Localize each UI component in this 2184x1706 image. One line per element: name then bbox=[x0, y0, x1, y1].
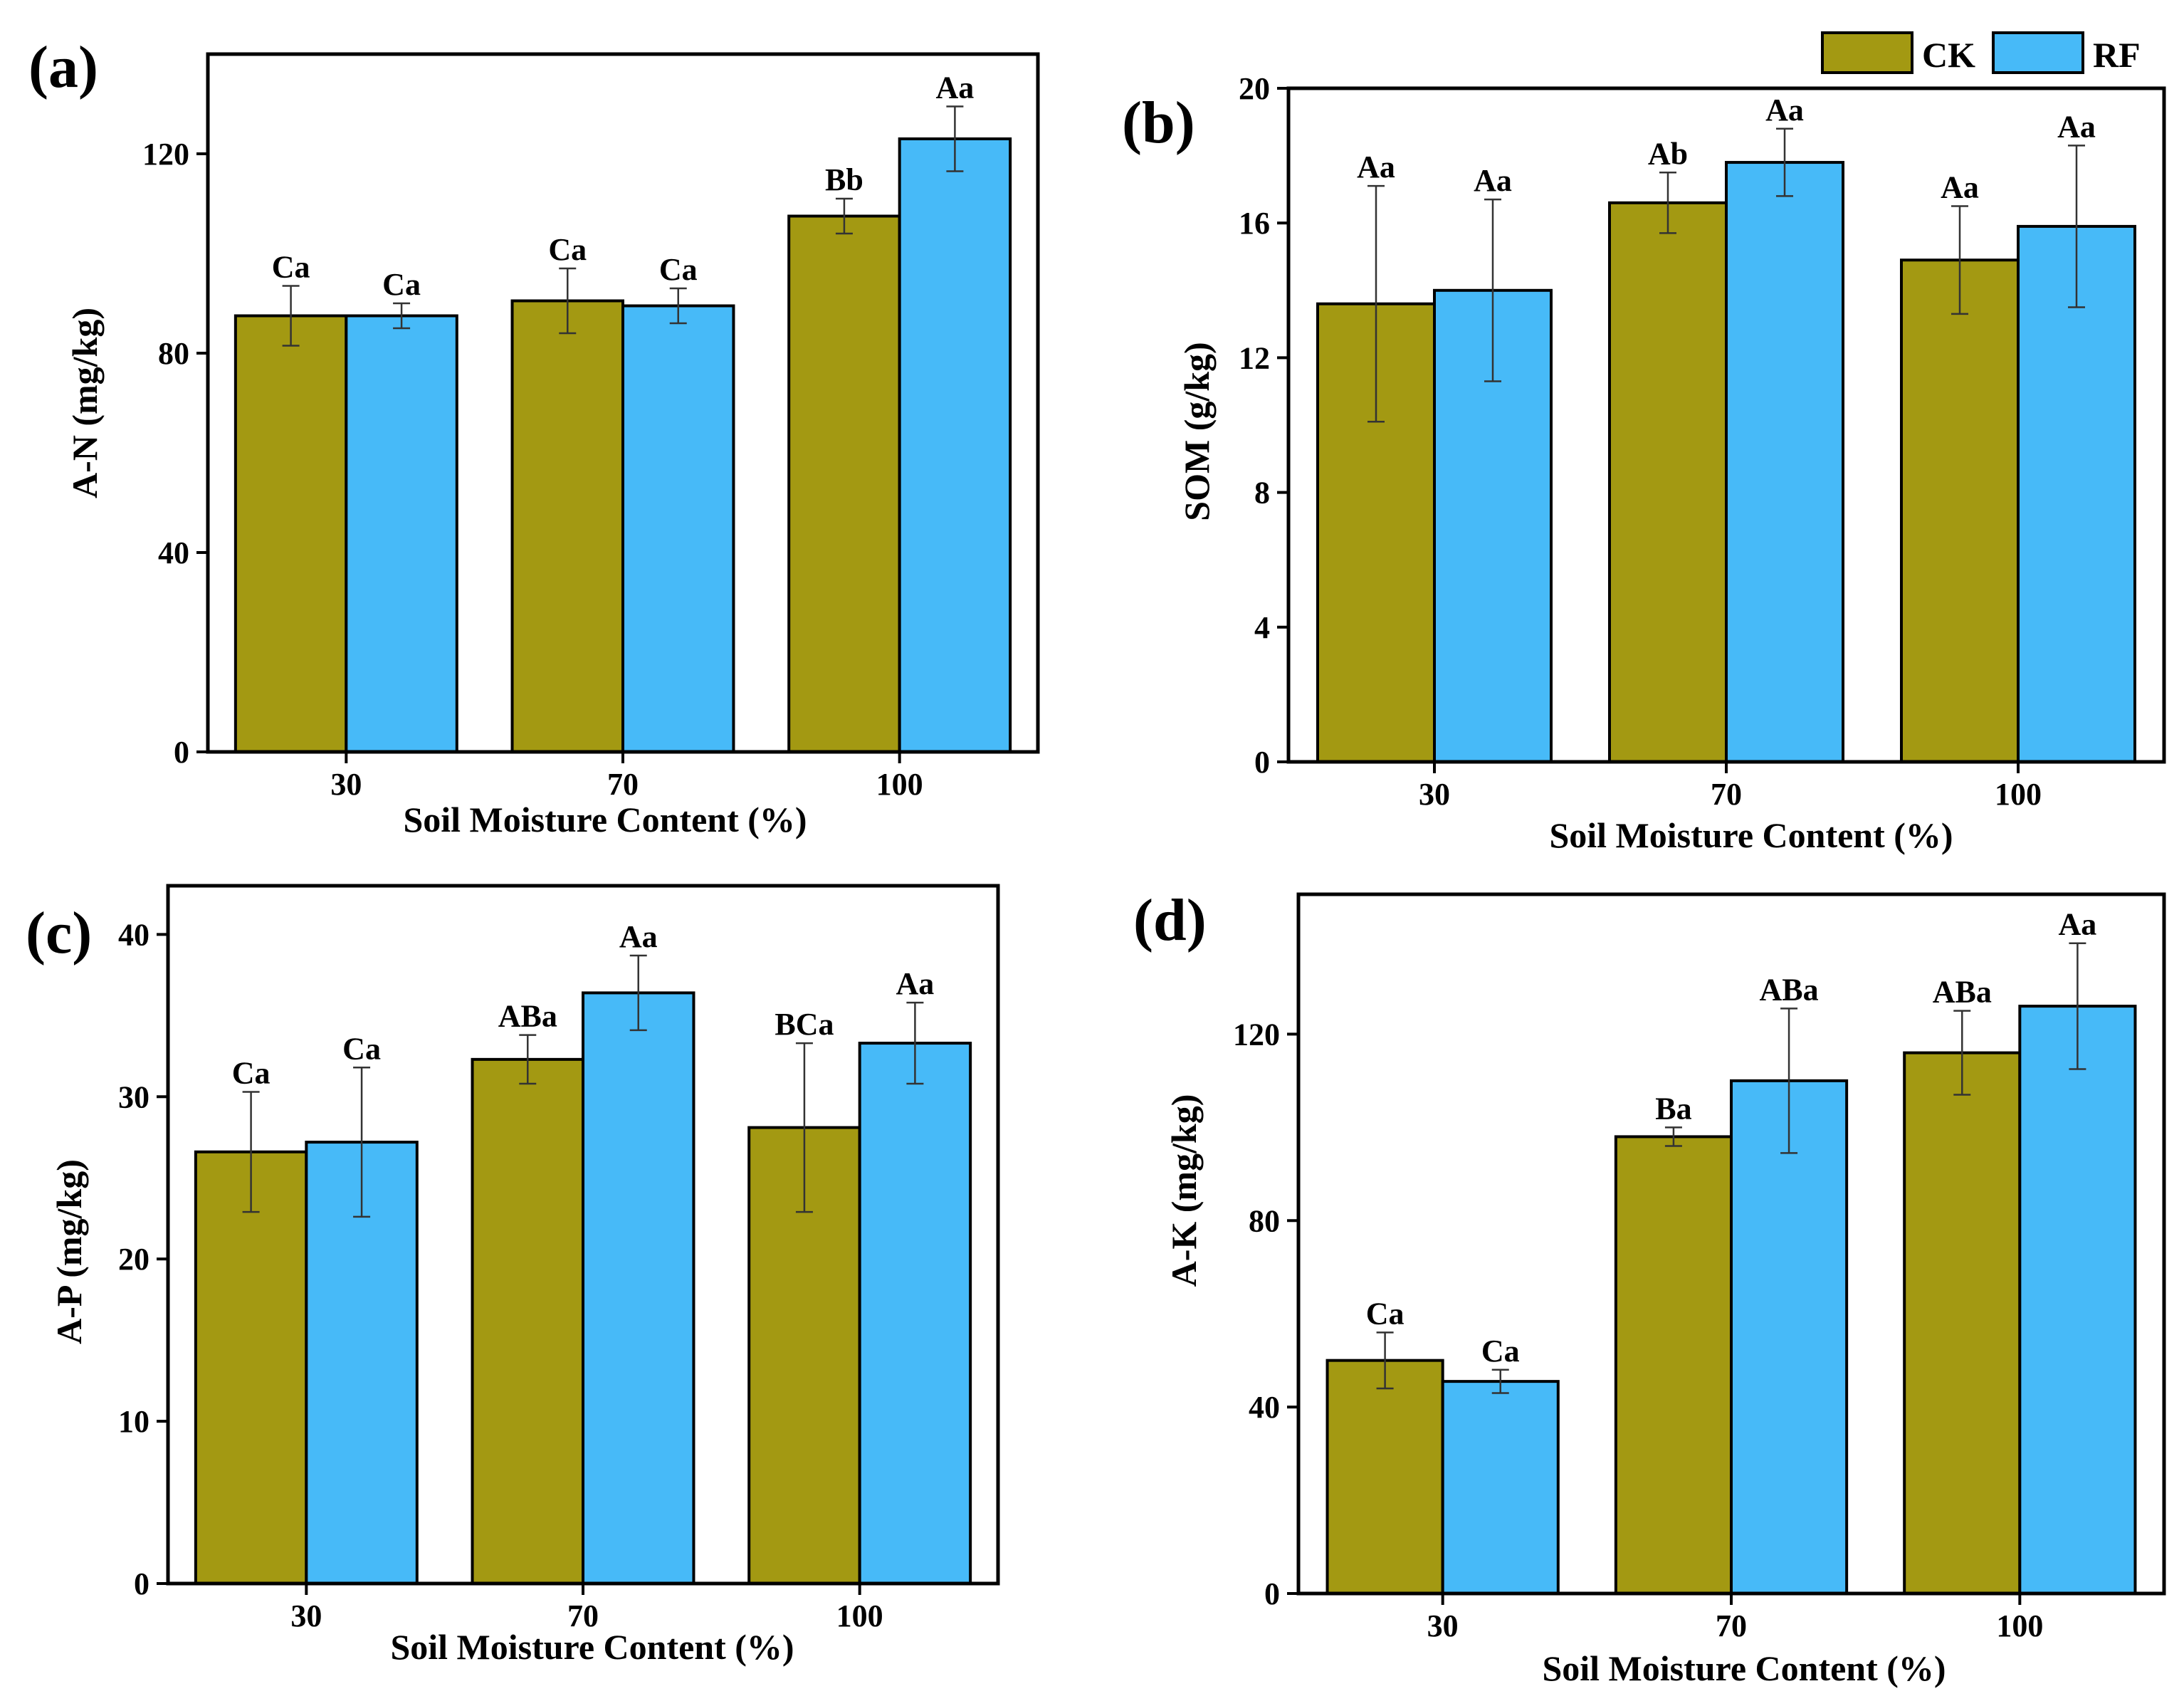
significance-label: Ba bbox=[1655, 1091, 1691, 1126]
panel-letter: (b) bbox=[1122, 90, 1195, 156]
bar-ck-30 bbox=[194, 1150, 308, 1585]
legend: CK RF bbox=[1821, 31, 2141, 75]
legend-swatch-ck bbox=[1821, 31, 1913, 74]
bar-rf-100 bbox=[898, 137, 1012, 753]
x-axis-title: Soil Moisture Content (%) bbox=[1542, 1648, 1946, 1688]
bar-ck-70 bbox=[471, 1057, 584, 1585]
significance-label: ABa bbox=[1760, 972, 1819, 1007]
y-axis-title: A-N (mg/kg) bbox=[65, 308, 105, 498]
significance-label: Ca bbox=[382, 267, 421, 302]
significance-label: Ca bbox=[548, 232, 587, 267]
y-axis-title: SOM (g/kg) bbox=[1177, 342, 1217, 520]
significance-label: Ca bbox=[342, 1031, 381, 1066]
x-tick-label: 30 bbox=[1419, 777, 1450, 812]
y-tick-label: 4 bbox=[1254, 610, 1270, 645]
x-tick-label: 100 bbox=[836, 1598, 883, 1633]
bar-rf-70 bbox=[621, 304, 735, 753]
significance-label: Aa bbox=[936, 70, 975, 105]
significance-label: Ca bbox=[1481, 1334, 1520, 1369]
bar-rf-100 bbox=[858, 1042, 972, 1586]
significance-label: Aa bbox=[619, 919, 658, 954]
significance-label: Ca bbox=[232, 1055, 271, 1090]
x-tick-label: 70 bbox=[1716, 1608, 1747, 1643]
y-tick-label: 0 bbox=[1264, 1576, 1280, 1611]
significance-label: Aa bbox=[896, 966, 935, 1001]
bar-ck-100 bbox=[1900, 258, 2020, 764]
panel-letter: (d) bbox=[1133, 887, 1207, 953]
bar-rf-70 bbox=[582, 991, 695, 1585]
x-tick-label: 30 bbox=[1427, 1608, 1459, 1643]
chart-panel-d: (d) A-K (mg/kg) Soil Moisture Content (%… bbox=[1133, 887, 2166, 1688]
bar-ck-70 bbox=[510, 299, 624, 753]
y-axis-title: A-K (mg/kg) bbox=[1164, 1094, 1204, 1287]
significance-label: Aa bbox=[1474, 163, 1512, 198]
x-tick-label: 30 bbox=[330, 767, 362, 802]
chart-panel-b: (b) SOM (g/kg) Soil Moisture Content (%)… bbox=[1122, 71, 2166, 855]
significance-label: BCa bbox=[775, 1007, 834, 1042]
bar-rf-70 bbox=[1730, 1079, 1849, 1596]
x-tick-label: 70 bbox=[1711, 777, 1742, 812]
significance-label: Aa bbox=[1765, 93, 1804, 127]
x-tick-label: 100 bbox=[1995, 777, 2042, 812]
y-tick-label: 12 bbox=[1239, 340, 1270, 375]
y-tick-label: 20 bbox=[1239, 71, 1270, 106]
bar-rf-70 bbox=[1725, 161, 1844, 763]
significance-label: Ca bbox=[272, 250, 310, 285]
x-tick-label: 70 bbox=[607, 767, 639, 802]
x-tick-label: 30 bbox=[290, 1598, 322, 1633]
y-tick-label: 40 bbox=[158, 535, 189, 570]
legend-label-ck: CK bbox=[1922, 35, 1975, 75]
y-tick-label: 120 bbox=[142, 137, 189, 172]
chart-panel-c: (c) A-P (mg/kg) Soil Moisture Content (%… bbox=[26, 884, 1000, 1667]
significance-label: Ca bbox=[659, 252, 698, 287]
y-tick-label: 0 bbox=[1254, 745, 1270, 780]
significance-label: Aa bbox=[2057, 109, 2096, 144]
bar-ck-30 bbox=[1325, 1359, 1444, 1595]
y-tick-label: 30 bbox=[118, 1079, 149, 1114]
y-tick-label: 80 bbox=[1249, 1203, 1280, 1238]
bar-rf-100 bbox=[2018, 1005, 2137, 1595]
chart-panel-a: (a) A-N (mg/kg) Soil Moisture Content (%… bbox=[28, 34, 1040, 839]
y-tick-label: 8 bbox=[1254, 476, 1270, 511]
bar-ck-100 bbox=[1903, 1051, 2022, 1595]
x-tick-label: 70 bbox=[567, 1598, 599, 1633]
bar-rf-100 bbox=[2017, 224, 2136, 763]
significance-label: Ca bbox=[1366, 1296, 1405, 1331]
panel-letter: (c) bbox=[26, 900, 92, 966]
x-tick-label: 100 bbox=[1996, 1608, 2043, 1643]
significance-label: Aa bbox=[2059, 907, 2097, 942]
significance-label: ABa bbox=[498, 999, 557, 1034]
bar-ck-30 bbox=[233, 314, 348, 753]
legend-swatch-rf bbox=[1992, 31, 2084, 74]
y-tick-label: 0 bbox=[134, 1566, 149, 1601]
x-axis-title: Soil Moisture Content (%) bbox=[403, 800, 807, 839]
bar-ck-70 bbox=[1608, 201, 1728, 763]
significance-label: ABa bbox=[1933, 975, 1992, 1010]
significance-label: Aa bbox=[1941, 170, 1979, 205]
legend-label-rf: RF bbox=[2093, 35, 2141, 75]
x-axis-title: Soil Moisture Content (%) bbox=[390, 1627, 794, 1667]
y-tick-label: 16 bbox=[1239, 206, 1270, 241]
y-tick-label: 10 bbox=[118, 1404, 149, 1439]
y-tick-label: 20 bbox=[118, 1242, 149, 1277]
bar-rf-30 bbox=[345, 314, 458, 753]
y-tick-label: 120 bbox=[1233, 1017, 1280, 1052]
bar-rf-30 bbox=[1441, 1380, 1560, 1596]
x-tick-label: 100 bbox=[876, 767, 923, 802]
significance-label: Aa bbox=[1357, 150, 1395, 184]
y-axis-title: A-P (mg/kg) bbox=[49, 1159, 89, 1344]
panel-letter: (a) bbox=[28, 34, 98, 100]
y-tick-label: 40 bbox=[1249, 1390, 1280, 1425]
bar-ck-70 bbox=[1614, 1135, 1733, 1595]
y-tick-label: 40 bbox=[118, 917, 149, 952]
y-tick-label: 0 bbox=[174, 735, 189, 770]
y-tick-label: 80 bbox=[158, 336, 189, 371]
bar-ck-100 bbox=[787, 214, 901, 753]
x-axis-title: Soil Moisture Content (%) bbox=[1549, 815, 1953, 855]
significance-label: Ab bbox=[1648, 136, 1688, 171]
significance-label: Bb bbox=[825, 162, 863, 197]
